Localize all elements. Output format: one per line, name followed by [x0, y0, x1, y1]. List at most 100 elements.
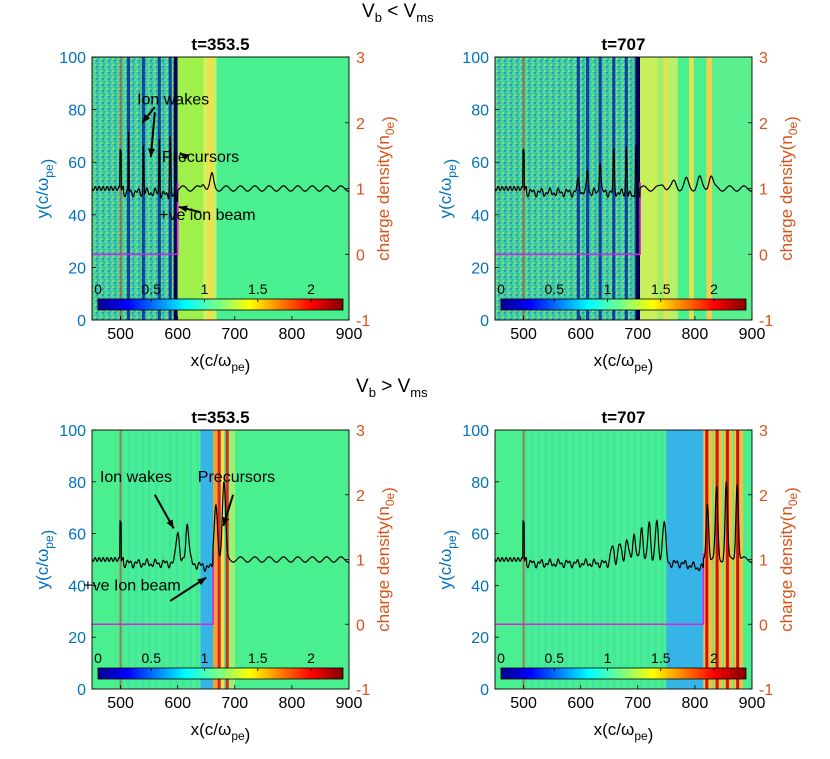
wake-stripe: [157, 57, 161, 320]
field-stripe: [134, 430, 138, 689]
y-right-tick-label: 1: [759, 553, 768, 570]
colorbar-tick-label: 1: [201, 281, 209, 297]
row-title-bottom: Vb > Vms: [356, 376, 428, 400]
x-axis-label: x(c/ωpe): [191, 351, 251, 375]
shock-front-stripe: [173, 57, 178, 320]
ion-beam-line: [495, 182, 641, 256]
injection-stripe: [522, 430, 525, 689]
y-right-tick-label: -1: [759, 682, 773, 699]
field-stripe: [598, 430, 602, 689]
colorbar: [97, 298, 344, 311]
shock-band: [217, 430, 221, 689]
field-stripe: [141, 430, 145, 689]
x-tick-label: 700: [221, 695, 248, 712]
y-left-tick-label: 60: [68, 527, 86, 544]
x-tick-label: 800: [279, 695, 306, 712]
x-tick-label: 900: [739, 695, 766, 712]
annotation-1: Ion wakes: [137, 91, 209, 108]
y-left-axis-label: y(c/ωpe): [33, 530, 57, 590]
y-left-tick-label: 40: [471, 578, 489, 595]
y-left-tick-label: 20: [471, 260, 489, 277]
x-tick-label: 600: [164, 326, 191, 343]
x-axis-label: x(c/ωpe): [594, 720, 654, 744]
x-tick-label: 800: [682, 326, 709, 343]
y-left-tick-label: 40: [68, 208, 86, 225]
field-stripe: [189, 430, 193, 689]
y-right-tick-label: 0: [356, 247, 365, 264]
annotation-arrowhead: [142, 114, 151, 123]
field-band: [177, 57, 204, 320]
field-stripe: [612, 430, 616, 689]
colorbar-tick-label: 0: [94, 281, 102, 297]
annotation-arrowhead: [166, 519, 174, 529]
x-tick-label: 700: [624, 695, 651, 712]
wake-stripe: [586, 57, 590, 320]
field-band: [657, 57, 664, 320]
x-axis-label: x(c/ωpe): [594, 351, 654, 375]
y-right-tick-label: 1: [356, 182, 365, 199]
field-stripe: [646, 430, 650, 689]
y-left-tick-label: 100: [462, 50, 489, 67]
field-stripe: [147, 430, 151, 689]
charge-density-line: [495, 481, 752, 572]
y-left-axis-label: y(c/ωpe): [436, 530, 460, 590]
y-right-tick-label: -1: [759, 313, 773, 330]
x-tick-label: 500: [510, 326, 537, 343]
field-band: [216, 57, 349, 320]
y-left-tick-label: 40: [471, 208, 489, 225]
x-tick-label: 900: [336, 326, 363, 343]
field-band: [706, 57, 713, 320]
panel-title: t=353.5: [191, 35, 249, 54]
colorbar-tick-label: 1: [201, 650, 209, 666]
y-right-tick-label: 1: [356, 553, 365, 570]
y-right-tick-label: 3: [759, 50, 768, 67]
y-right-tick-label: 2: [356, 116, 365, 133]
colorbar: [97, 667, 344, 680]
wake-stripe: [612, 57, 616, 320]
y-right-tick-label: 3: [356, 423, 365, 440]
field-stripe: [182, 430, 186, 689]
y-left-tick-label: 20: [68, 260, 86, 277]
field-stripe: [571, 430, 575, 689]
x-tick-label: 500: [107, 326, 134, 343]
x-tick-label: 900: [336, 695, 363, 712]
colorbar-tick-label: 0.5: [142, 650, 162, 666]
annotation-2: Precursors: [198, 469, 275, 486]
y-left-tick-label: 80: [471, 475, 489, 492]
x-tick-label: 600: [164, 695, 191, 712]
field-band: [667, 57, 678, 320]
ion-beam-line: [495, 553, 705, 626]
colorbar-tick-label: 1.5: [248, 650, 268, 666]
field-stripe: [626, 430, 630, 689]
shock-band: [221, 430, 225, 689]
annotation-1: Ion wakes: [100, 469, 172, 486]
colorbar-tick-label: 1: [604, 281, 612, 297]
precursor-band: [705, 430, 709, 689]
colorbar-tick-label: 2: [710, 281, 718, 297]
field-stripe: [168, 430, 172, 689]
x-axis-label: x(c/ωpe): [191, 720, 251, 744]
field-stripe: [544, 430, 548, 689]
y-left-axis-label: y(c/ωpe): [33, 159, 57, 219]
field-band: [211, 57, 217, 320]
shock-band: [229, 430, 236, 689]
ion-beam-line: [92, 182, 179, 256]
precursor-band: [725, 430, 729, 689]
field-band: [207, 57, 212, 320]
charge-density-line: [92, 481, 349, 572]
y-right-tick-label: 1: [759, 182, 768, 199]
annotation-2: Precursors: [162, 149, 239, 166]
y-left-tick-label: 0: [77, 682, 86, 699]
shock-band: [213, 430, 218, 689]
field-stripe: [127, 430, 131, 689]
y-right-axis-label: charge density(n0e): [374, 487, 398, 632]
x-tick-label: 600: [567, 695, 594, 712]
colorbar-tick-label: 0.5: [545, 650, 565, 666]
field-stripe: [530, 430, 534, 689]
colorbar-tick-label: 1.5: [651, 281, 671, 297]
charge-density-line: [92, 132, 349, 203]
y-left-tick-label: 80: [68, 103, 86, 120]
annotation-arrowhead: [222, 516, 230, 526]
annotation-arrowhead: [197, 577, 207, 586]
